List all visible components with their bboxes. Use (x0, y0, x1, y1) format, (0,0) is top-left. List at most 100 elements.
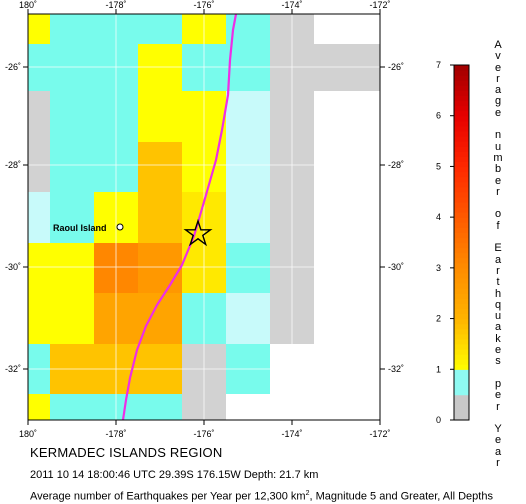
grid-cell (50, 44, 94, 91)
x-tick-label: 180˚ (19, 429, 37, 439)
grid-cell (28, 14, 50, 44)
legend-title-letter: E (494, 242, 502, 255)
color-scale-segment (454, 110, 469, 117)
grid-cell (226, 192, 270, 243)
color-scale-segment (454, 283, 469, 289)
grid-cell (28, 142, 50, 192)
legend-title-letter: b (494, 163, 502, 176)
color-scale-segment (454, 100, 469, 107)
color-scale-segment (454, 237, 469, 244)
x-tick-label: -176˚ (193, 0, 214, 10)
grid-cell (358, 243, 380, 293)
legend-title-letter: u (494, 310, 502, 323)
color-scale-segment (454, 333, 469, 340)
legend-title-letter: e (494, 434, 502, 447)
y-axis-labels-left: -26˚ -28˚ -30˚ -32˚ (5, 62, 21, 374)
color-scale-segment (454, 115, 469, 122)
y-tick-label: -32˚ (388, 364, 404, 374)
legend-title-letter: k (495, 332, 501, 345)
grid-cell (358, 394, 380, 420)
seismicity-grid (28, 14, 380, 420)
grid-cell (358, 142, 380, 192)
color-scale-segment (454, 379, 469, 386)
color-scale-segment (454, 414, 469, 421)
color-scale-segment (454, 338, 469, 345)
grid-cell (226, 91, 270, 142)
legend-title-letter: o (494, 208, 502, 221)
legend-title-letter: a (494, 84, 502, 97)
color-scale-tick-label: 0 (436, 415, 441, 425)
legend-title-letter: e (494, 389, 502, 402)
color-scale-segment (454, 247, 469, 254)
legend-title-letter: n (494, 129, 502, 142)
color-scale-segment (454, 369, 469, 375)
color-scale-segment (454, 222, 469, 228)
x-tick-label: -174˚ (281, 429, 302, 439)
grid-cell (50, 293, 94, 344)
color-scale-segment (454, 318, 469, 325)
legend-title-letter: m (493, 151, 503, 164)
y-tick-label: -28˚ (5, 160, 21, 170)
map-frame-ticks (23, 9, 385, 425)
color-scale-tick-label: 6 (436, 111, 441, 121)
color-scale-segment (454, 201, 469, 208)
grid-cell (50, 142, 94, 192)
color-scale-segment (454, 95, 469, 102)
color-scale-segment (454, 151, 469, 157)
grid-cell (358, 91, 380, 142)
color-scale-segment (454, 80, 469, 86)
x-tick-label: -178˚ (105, 0, 126, 10)
legend-title-letter: h (494, 287, 502, 300)
color-scale-segment (454, 278, 469, 284)
color-scale-segment (454, 156, 469, 162)
color-scale-segment (454, 191, 469, 198)
color-scale-segment (454, 303, 469, 310)
map-frame (27, 13, 381, 421)
color-scale-tick-label: 4 (436, 212, 441, 222)
color-scale-segment (454, 323, 469, 330)
color-scale-segment (454, 308, 469, 315)
color-scale-tick-label: 7 (436, 60, 441, 70)
color-scale-segment (454, 313, 469, 320)
color-scale-segment (454, 374, 469, 381)
grid-cell (50, 243, 94, 293)
grid-cell (314, 293, 358, 344)
color-scale-segment (454, 120, 469, 127)
grid-cell (28, 44, 50, 91)
color-scale-segment (454, 212, 469, 218)
legend-title-letter: Y (494, 423, 502, 436)
color-scale-segment (454, 364, 469, 370)
grid-cell (28, 243, 50, 293)
grid-cell (314, 91, 358, 142)
legend-title-letter: s (495, 355, 501, 368)
raoul-island-label: Raoul Island (53, 223, 107, 233)
color-scale-segment (454, 186, 469, 193)
grid-cell (226, 293, 270, 344)
trench-line (121, 13, 238, 421)
legend-title-letter: a (494, 253, 502, 266)
grid-cell (28, 91, 50, 142)
color-scale-segment (454, 389, 469, 396)
color-scale-segment (454, 207, 469, 213)
legend-title-letter: r (496, 400, 500, 413)
legend-title-letter: a (494, 445, 502, 458)
grid-cell (50, 91, 94, 142)
legend-title-letter: e (494, 61, 502, 74)
grid-cell (50, 14, 94, 44)
legend-title-letter: r (496, 456, 500, 469)
color-scale-segment (454, 130, 469, 137)
color-scale-segment (454, 146, 469, 152)
grid-cell (50, 192, 94, 243)
color-scale-segment (454, 105, 469, 112)
color-scale-segment (454, 394, 469, 401)
color-scale-segment (454, 267, 469, 274)
legend-title-letter: p (494, 377, 502, 390)
event-details: 2011 10 14 18:00:46 UTC 29.39S 176.15W D… (30, 469, 319, 481)
grid-cell (358, 293, 380, 344)
x-tick-label: -176˚ (193, 429, 214, 439)
grid-cell (314, 142, 358, 192)
color-scale-segment (454, 359, 469, 365)
y-axis-labels-right: -26˚ -28˚ -30˚ -32˚ (388, 62, 404, 374)
grid-cell (314, 44, 358, 91)
